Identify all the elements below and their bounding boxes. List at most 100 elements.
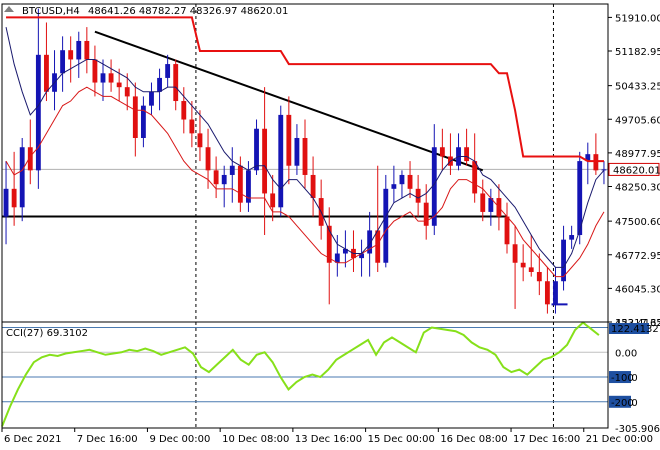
candle-body: [536, 271, 542, 282]
cci-current-tag-label: 122.4132: [611, 324, 659, 335]
candle-body: [472, 161, 478, 194]
candle-body: [359, 253, 364, 259]
candle-body: [294, 137, 300, 166]
axes: 51910.00 51182.95 50433.25 49705.60 48977.95…: [1, 3, 660, 445]
time-tick-label: 7 Dec 16:00: [77, 434, 138, 445]
candle-body: [3, 188, 9, 217]
cci-level-tag: [609, 371, 631, 384]
cci-level-tag: [609, 395, 631, 408]
candle-body: [262, 128, 268, 194]
candle-body: [375, 230, 381, 263]
price-tick-label: 51910.00: [615, 13, 660, 24]
time-tick-label: 13 Dec 16:00: [295, 434, 362, 445]
candle-body: [407, 174, 413, 189]
cci-axis-label: 0.00: [615, 348, 637, 359]
candle-body: [577, 161, 583, 236]
price-tick-label: 46772.95: [615, 251, 660, 262]
last-price-tag: [608, 162, 660, 176]
candle-body: [11, 188, 17, 208]
candle-body: [189, 119, 195, 134]
candle-body: [100, 73, 106, 83]
candle-body: [399, 174, 405, 185]
candle-body: [512, 244, 518, 263]
candle-body: [157, 77, 162, 92]
candle-body: [286, 114, 292, 166]
candle-body: [140, 105, 146, 138]
candle-body: [197, 133, 203, 148]
cci-line: [1, 321, 600, 427]
ohlc-readout: 48641.26 48782.27 48326.97 48620.01: [88, 6, 288, 17]
candle-body: [254, 128, 259, 171]
candle-body: [19, 147, 25, 208]
price-tick-label: 48250.30: [615, 182, 660, 193]
cci-level-tag-label: -200: [611, 398, 634, 409]
candle-body: [270, 193, 276, 208]
time-tick-label: 6 Dec 2021: [4, 434, 62, 445]
candle-body: [92, 59, 98, 83]
candle-body: [310, 174, 316, 199]
candle-body: [544, 281, 550, 305]
time-tick-label: 17 Dec 16:00: [513, 434, 580, 445]
candle-body: [27, 147, 33, 171]
cci-level-tag-label: -100: [611, 373, 634, 384]
candle-body: [593, 154, 599, 171]
time-tick-label: 21 Dec 00:00: [586, 434, 653, 445]
candle-body: [569, 235, 575, 240]
candle-body: [367, 230, 373, 254]
candle-body: [585, 154, 591, 162]
candle-body: [108, 73, 114, 83]
candle-body: [415, 188, 421, 203]
time-tick-label: 15 Dec 00:00: [368, 434, 435, 445]
candle-body: [229, 165, 235, 175]
cci-panel: [1, 321, 608, 427]
cci-current-tag: [609, 323, 649, 334]
upper-channel-line: [6, 16, 604, 163]
last-price-tag-label: 48620.01: [613, 165, 660, 176]
candle-body: [278, 114, 284, 208]
candle-body: [464, 147, 470, 162]
candle-body: [520, 262, 526, 268]
cci-axis-label: -305.9062: [615, 424, 660, 435]
candle-body: [528, 267, 534, 272]
symbol-label: BTCUSD,H4: [22, 6, 80, 17]
candle-body: [480, 193, 486, 212]
price-tick-label: 50433.25: [615, 82, 660, 93]
candle-body: [246, 170, 251, 203]
candle-body: [504, 216, 510, 245]
time-tick-label: 10 Dec 08:00: [222, 434, 289, 445]
candle-body: [35, 54, 41, 171]
candle-body: [149, 91, 154, 106]
cci-header: CCI(27) 69.3102: [6, 328, 88, 339]
candle-body: [60, 50, 66, 74]
candle-body: [334, 253, 340, 263]
time-tick-label: 16 Dec 08:00: [440, 434, 507, 445]
candle-body: [391, 184, 397, 189]
candle-body: [488, 198, 494, 212]
candle-body: [205, 147, 211, 171]
candle-body: [213, 170, 219, 185]
candle-body: [116, 82, 122, 88]
price-tick-label: 47500.60: [615, 217, 660, 228]
candle-body: [84, 40, 90, 60]
candle-body: [302, 137, 308, 175]
candle-body: [326, 225, 332, 263]
candle-body: [124, 87, 130, 97]
candle-body: [181, 101, 187, 120]
candle-body: [423, 202, 429, 226]
price-tick-label: 51182.95: [615, 47, 660, 58]
price-tick-label: 48977.95: [615, 149, 660, 160]
candle-body: [383, 188, 389, 263]
candle-body: [439, 147, 445, 157]
candle-body: [431, 147, 437, 226]
price-tick-label: 49705.60: [615, 115, 660, 126]
candle-body: [342, 248, 348, 254]
candle-body: [165, 64, 171, 78]
candle-body: [237, 165, 243, 203]
price-tick-label: 46045.30: [615, 284, 660, 295]
candle-body: [76, 40, 82, 60]
header-triangle-icon: [4, 6, 14, 12]
candle-body: [561, 239, 566, 282]
candle-body: [132, 96, 138, 138]
